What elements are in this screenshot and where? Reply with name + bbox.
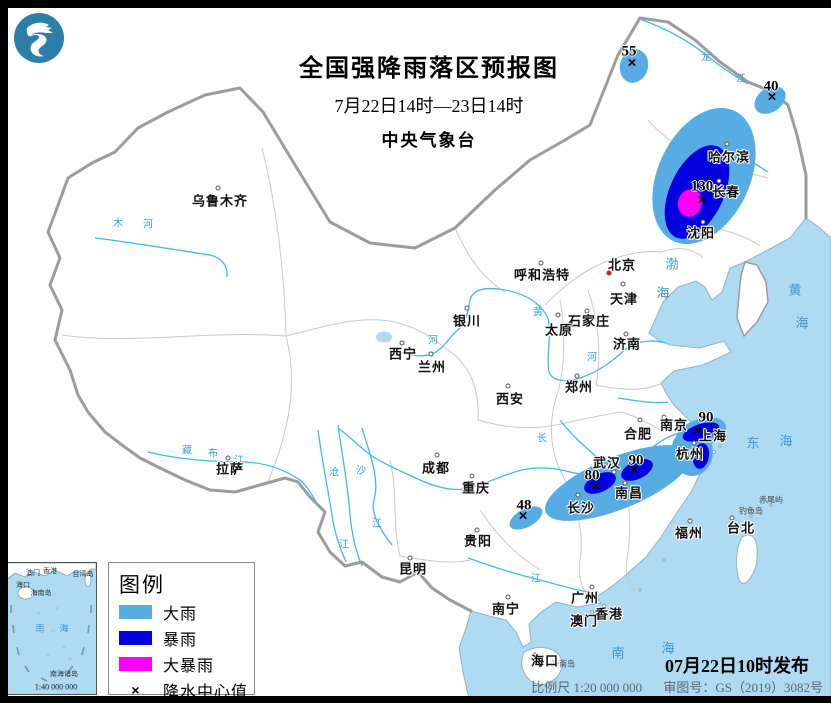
- legend-label: 暴雨: [163, 632, 198, 649]
- page-title: 全国强降雨落区预报图: [299, 56, 559, 82]
- heilong-river: [641, 19, 749, 85]
- inset-label: 香港: [43, 568, 57, 575]
- inset-coastline: [7, 563, 96, 580]
- cma-logo: [14, 13, 64, 63]
- approval-number: 审图号：GS（2019）3082号: [663, 680, 823, 695]
- agency-name: 中央气象台: [381, 131, 477, 150]
- inset-map-canvas: [7, 563, 96, 682]
- logo-dragon-icon: [26, 22, 53, 57]
- inset-dash-line: [10, 605, 92, 682]
- inset-label: 南海诸岛: [50, 671, 78, 678]
- legend-items: 大雨 暴雨 大暴雨 × 降水中心值: [119, 599, 247, 703]
- inset-label: 海: [59, 623, 69, 634]
- legend-swatch: [119, 657, 152, 671]
- qinghai-lake: [376, 331, 392, 343]
- legend-swatch: [119, 605, 152, 619]
- jinsha-river: [361, 427, 393, 546]
- nu-river: [317, 429, 347, 563]
- inset-islands: [37, 606, 72, 661]
- frame-left: [0, 0, 8, 703]
- frame-bottom: [0, 696, 831, 703]
- legend-label: 大雨: [163, 606, 198, 623]
- south-china-sea-inset: 澳门 香港 台湾岛海口 海南岛南 海南海诸岛 1:40 000 000: [6, 562, 97, 695]
- korea-landmass: [736, 261, 769, 338]
- forecast-period: 7月22日14时—23日14时: [334, 96, 524, 116]
- inset-taiwan: [84, 573, 92, 587]
- legend-label: 大暴雨: [163, 658, 215, 675]
- lancang-river: [337, 424, 363, 567]
- taiwan-island: [736, 534, 758, 584]
- inset-label: 海南岛: [30, 590, 52, 597]
- legend-item: 暴雨: [119, 625, 244, 651]
- legend-title: 图例: [119, 573, 165, 597]
- yarlung-river: [147, 451, 319, 506]
- map-scale: 比例尺 1:20 000 000: [531, 680, 643, 695]
- legend: 图例 大雨 暴雨 大暴雨 × 降水中心值: [108, 562, 255, 701]
- huai-river: [617, 397, 669, 404]
- inset-label: 澳门: [26, 570, 40, 577]
- inset-hainan: [17, 586, 35, 600]
- inset-label: 海口: [16, 582, 30, 589]
- inset-label: 台湾岛: [72, 571, 94, 578]
- precip-center-symbol: ×: [131, 682, 140, 698]
- yellow-river: [389, 287, 667, 382]
- issue-time: 07月22日10时发布: [665, 656, 809, 676]
- legend-item: 大雨: [119, 599, 244, 625]
- pearl-river: [467, 557, 589, 593]
- title-block: 全国强降雨落区预报图 7月22日14时—23日14时 中央气象台: [299, 48, 559, 151]
- inset-label: 1:40 000 000: [34, 682, 78, 692]
- legend-item: 大暴雨: [119, 651, 244, 677]
- legend-swatch: [119, 631, 152, 645]
- inset-label: 南: [35, 623, 45, 634]
- tarim-river: [94, 237, 228, 278]
- national-border: [46, 16, 808, 613]
- heavy-rainstorm-area: [677, 189, 703, 217]
- rain-areas: [509, 49, 786, 530]
- map-meta: 比例尺 1:20 000 000 审图号：GS（2019）3082号: [531, 677, 823, 696]
- hainan-island: [521, 647, 563, 685]
- frame-top: [0, 0, 831, 8]
